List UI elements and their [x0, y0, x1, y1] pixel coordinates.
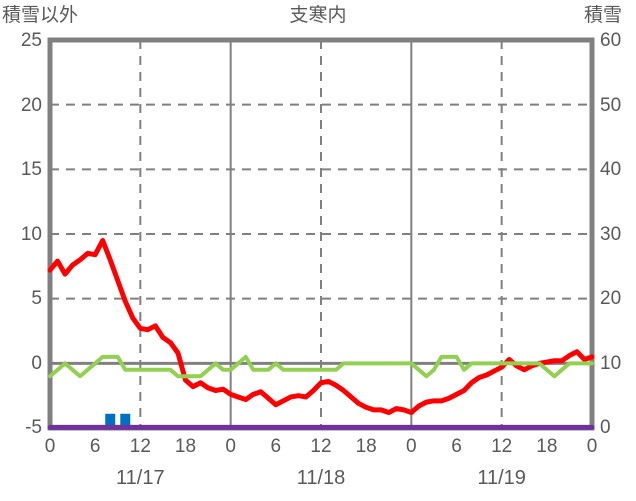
x-tick-label: 18	[174, 436, 197, 457]
x-tick-label: 18	[536, 436, 558, 457]
left-tick-15: 15	[20, 159, 42, 180]
x-tick-label: 12	[491, 436, 513, 457]
right-tick-30: 30	[600, 224, 622, 245]
precipitation-bar	[120, 413, 131, 428]
left-tick-20: 20	[20, 95, 42, 116]
left-tick-5: 5	[31, 288, 42, 309]
series-line-積雪深	[48, 354, 594, 379]
x-tick-label: 0	[586, 436, 598, 457]
right-tick-60: 60	[600, 30, 622, 51]
left-tick-0: 0	[31, 353, 42, 374]
precipitation-bar	[105, 413, 116, 428]
x-tick-label: 6	[270, 436, 282, 457]
x-tick-label: 6	[89, 436, 101, 457]
x-tick-label: 0	[406, 436, 417, 457]
x-tick-label: 0	[225, 436, 236, 457]
x-tick-label: 18	[355, 436, 377, 457]
day-label: 11/19	[477, 467, 526, 489]
x-tick-label: 12	[129, 436, 151, 457]
day-label: 11/17	[116, 467, 165, 489]
right-tick-50: 50	[600, 95, 622, 116]
right-tick-20: 20	[600, 288, 622, 309]
x-tick-label: 12	[310, 436, 332, 457]
left-axis-title: 積雪以外	[2, 5, 79, 26]
x-tick-label: 0	[44, 436, 56, 457]
series-line-気温	[47, 237, 595, 415]
right-tick-40: 40	[600, 159, 622, 180]
right-tick-0: 0	[600, 417, 611, 438]
x-tick-label: 6	[451, 436, 462, 457]
left-tick-minus5: -5	[25, 417, 42, 438]
left-tick-25: 25	[20, 30, 42, 51]
day-label: 11/18	[296, 467, 346, 489]
right-tick-10: 10	[600, 353, 622, 374]
left-tick-10: 10	[20, 224, 42, 245]
chart-title: 支寒内	[289, 5, 347, 26]
right-axis-title: 積雪	[584, 5, 623, 26]
